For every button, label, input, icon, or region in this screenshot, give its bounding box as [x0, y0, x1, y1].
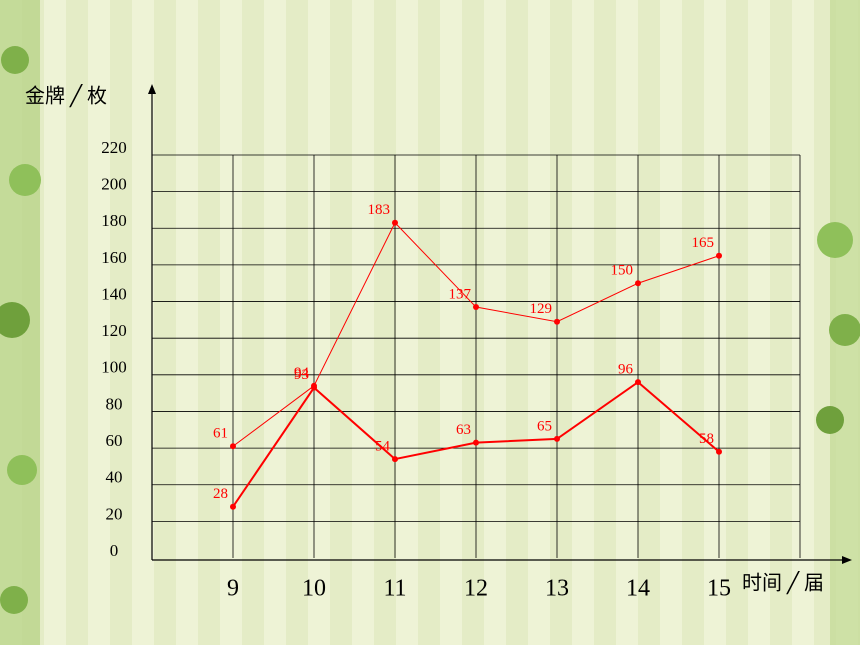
data-label: 94	[294, 365, 310, 381]
x-tick-label: 11	[383, 576, 406, 602]
data-point	[716, 448, 722, 455]
data-point	[473, 439, 479, 446]
x-axis-label: 时间 ╱ 届	[742, 571, 824, 595]
x-axis-arrow	[842, 556, 852, 564]
data-point	[716, 252, 722, 259]
data-label: 129	[530, 301, 553, 317]
data-point	[230, 443, 236, 450]
data-label: 96	[618, 362, 634, 378]
x-tick-label: 14	[626, 576, 650, 602]
y-tick-label: 80	[106, 394, 123, 413]
y-tick-label: 40	[106, 468, 123, 487]
data-label: 150	[611, 263, 634, 279]
y-axis-label: 金牌 ╱ 枚	[25, 84, 107, 108]
y-tick-label: 120	[101, 321, 127, 340]
data-label: 28	[213, 486, 228, 502]
y-tick-label: 140	[101, 284, 127, 303]
x-tick-label: 9	[227, 576, 239, 602]
data-label: 61	[213, 426, 228, 442]
data-point	[473, 304, 479, 311]
data-point	[311, 384, 317, 391]
y-tick-label: 180	[101, 211, 127, 230]
data-label: 183	[368, 202, 391, 218]
data-point	[554, 318, 560, 325]
x-tick-label: 10	[302, 576, 326, 602]
leaves	[0, 46, 860, 614]
x-tick-label: 13	[545, 576, 569, 602]
data-label: 65	[537, 418, 552, 434]
data-point	[230, 503, 236, 510]
y-axis-arrow	[148, 84, 156, 94]
data-label: 63	[456, 422, 471, 438]
y-tick-label: 100	[101, 358, 127, 377]
y-tick-label: 160	[101, 248, 127, 267]
y-tick-label: 20	[106, 504, 123, 523]
data-label: 137	[449, 286, 472, 302]
data-point	[635, 280, 641, 287]
data-point	[554, 435, 560, 442]
y-tick-label: 200	[101, 175, 127, 194]
y-tick-label: 220	[101, 138, 127, 157]
data-label: 54	[375, 439, 391, 455]
data-label: 165	[692, 235, 715, 251]
data-point	[635, 379, 641, 386]
data-label: 93	[294, 367, 309, 383]
y-tick-label: 60	[106, 431, 123, 450]
data-label: 58	[699, 431, 714, 447]
x-tick-label: 12	[464, 576, 488, 602]
data-point	[392, 219, 398, 226]
x-tick-label: 15	[707, 576, 731, 602]
data-point	[392, 456, 398, 463]
y-tick-label: 0	[110, 541, 119, 560]
